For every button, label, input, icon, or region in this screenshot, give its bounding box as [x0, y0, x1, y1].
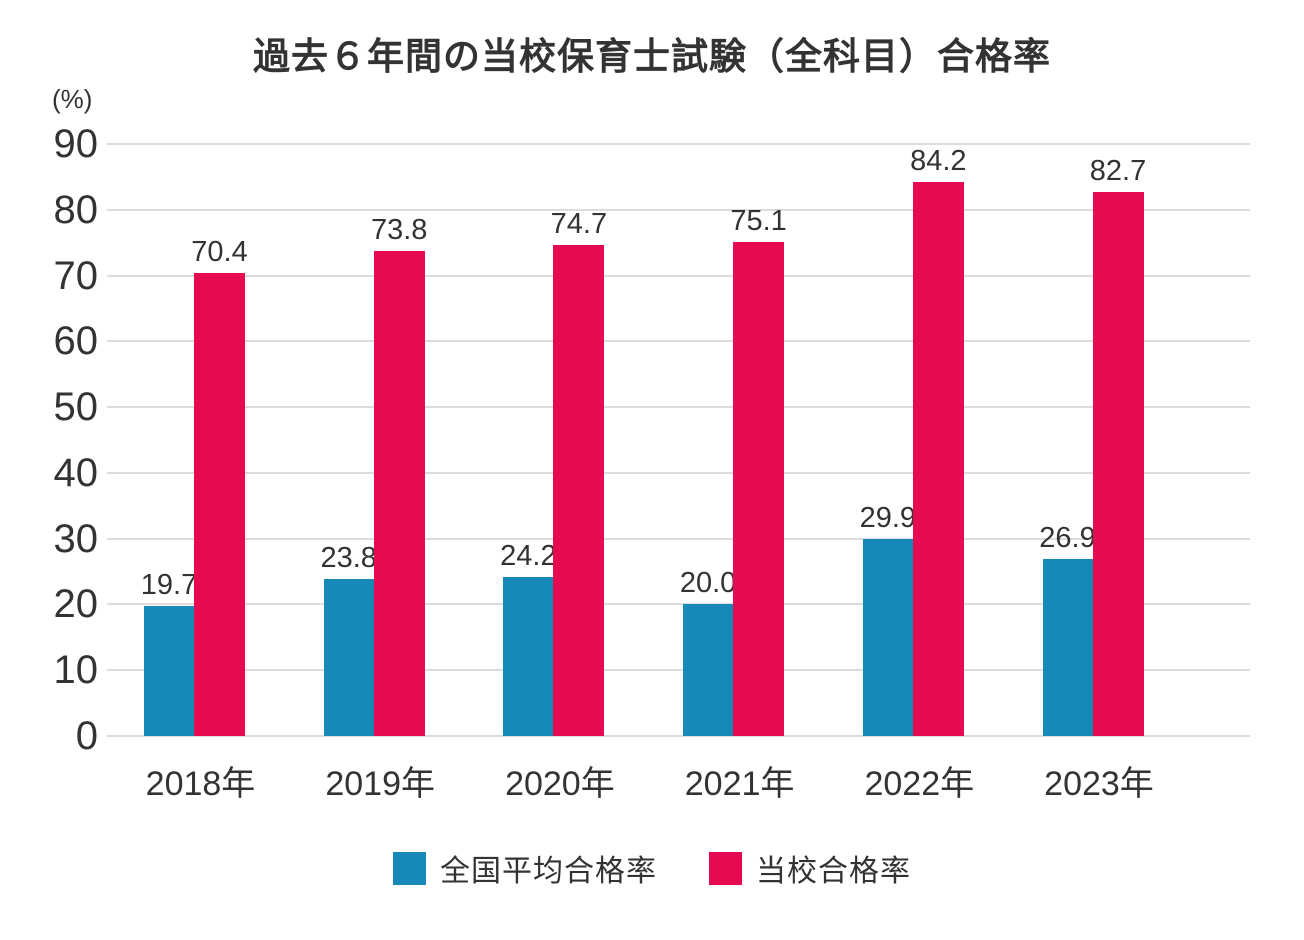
gridline-0	[107, 735, 1250, 737]
bar-school-2023年: 82.7	[1090, 155, 1146, 736]
bar-value-label: 75.1	[730, 205, 787, 238]
x-tick-label-2022年: 2022年	[864, 765, 975, 803]
bar-group-2021年: 20.0 75.1	[680, 205, 787, 736]
bar-school-2021年: 75.1	[730, 205, 787, 736]
y-axis-unit-label: (%)	[52, 84, 93, 114]
legend-swatch-icon	[393, 851, 426, 885]
bar-value-label: 20.0	[679, 567, 737, 600]
y-tick-label-60: 60	[53, 319, 99, 364]
x-tick-label-2023年: 2023年	[1044, 765, 1154, 803]
bar-national-2018年: 19.7	[141, 569, 197, 736]
bar-group-2023年: 26.9 82.7	[1039, 155, 1146, 736]
gridline-50	[107, 406, 1250, 409]
gridline-80	[107, 208, 1250, 211]
gridline-90	[107, 143, 1250, 145]
bar-value-label: 29.9	[859, 502, 917, 535]
bar-school-2022年: 84.2	[910, 145, 967, 736]
y-tick-label-90: 90	[53, 122, 99, 166]
bar-value-label: 19.7	[140, 569, 198, 602]
gridline-20	[107, 603, 1250, 606]
legend-label: 全国平均合格率	[440, 855, 657, 888]
bar-group-2019年: 23.8 73.8	[320, 214, 427, 736]
legend-item-school: 当校合格率	[709, 846, 911, 890]
bar-school-2018年: 70.4	[191, 236, 248, 736]
bar-value-label: 70.4	[191, 235, 248, 268]
bar-national-2019年: 23.8	[320, 542, 377, 736]
bar-group-2020年: 24.2 74.7	[500, 208, 607, 736]
x-tick-label-2018年: 2018年	[145, 765, 256, 803]
gridline-70	[107, 274, 1250, 277]
legend-label: 当校合格率	[756, 855, 911, 888]
x-tick-label-2020年: 2020年	[505, 765, 615, 803]
legend-item-national-average: 全国平均合格率	[393, 846, 657, 890]
bar-national-2020年: 24.2	[500, 540, 557, 736]
gridline-60	[107, 340, 1250, 343]
bar-value-label: 73.8	[370, 213, 428, 246]
bar-group-2022年: 29.9 84.2	[860, 145, 967, 736]
bar-value-label: 24.2	[500, 539, 557, 572]
y-tick-label-10: 10	[53, 648, 99, 693]
bar-school-2020年: 74.7	[551, 208, 607, 736]
chart-title: 過去６年間の当校保育士試験（全科目）合格率	[253, 36, 1051, 77]
bar-value-label: 74.7	[550, 207, 608, 240]
gridline-10	[107, 669, 1250, 672]
y-tick-label-50: 50	[53, 385, 99, 430]
x-tick-label-2019年: 2019年	[325, 765, 435, 803]
gridline-40	[107, 471, 1250, 474]
bar-national-2023年: 26.9	[1039, 522, 1096, 736]
bar-group-2018年: 19.7 70.4	[141, 236, 248, 736]
y-tick-label-80: 80	[53, 187, 99, 232]
bar-national-2021年: 20.0	[680, 567, 736, 736]
bar-value-label: 84.2	[910, 145, 967, 178]
bar-value-label: 82.7	[1089, 155, 1147, 188]
y-tick-label-0: 0	[75, 714, 98, 758]
legend-swatch-icon	[709, 851, 742, 885]
gridline-30	[107, 537, 1250, 540]
y-tick-label-70: 70	[53, 253, 99, 298]
y-tick-label-40: 40	[53, 450, 99, 495]
y-tick-label-20: 20	[53, 582, 99, 627]
bar-school-2019年: 73.8	[371, 214, 427, 736]
plot-area: 19.7 70.4 23.8 73.8 24.2 74.7 20.0 75.1 29.9 84.2…	[107, 143, 1250, 737]
bar-value-label: 23.8	[320, 542, 377, 575]
y-tick-label-30: 30	[53, 516, 99, 561]
bar-national-2022年: 29.9	[860, 502, 916, 736]
x-tick-label-2021年: 2021年	[684, 765, 795, 803]
bar-value-label: 26.9	[1039, 522, 1096, 555]
legend: 全国平均合格率 当校合格率	[0, 846, 1304, 890]
